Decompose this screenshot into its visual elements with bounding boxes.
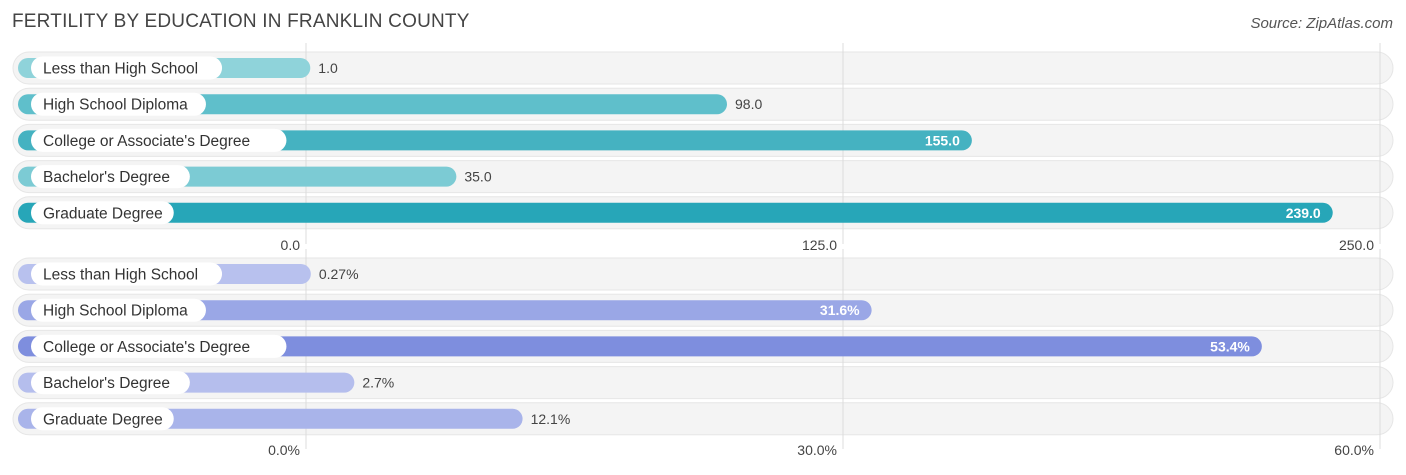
category-label: Less than High School xyxy=(43,61,198,78)
tick-label: 125.0 xyxy=(802,237,837,253)
category-label-pill xyxy=(31,371,190,395)
value-label: 0.27% xyxy=(319,266,359,282)
category-label-pill xyxy=(31,262,223,286)
category-label-pill xyxy=(31,56,223,80)
bar xyxy=(18,300,872,321)
category-label-pill xyxy=(31,334,287,358)
category-label: High School Diploma xyxy=(43,97,188,114)
value-label: 31.6% xyxy=(820,302,860,318)
chart-1: Less than High School 1.0 High School Dipl… xyxy=(12,43,1394,253)
category-label: Bachelor's Degree xyxy=(43,169,170,186)
category-label: Graduate Degree xyxy=(43,205,163,222)
category-label-pill xyxy=(31,407,174,431)
category-label: Graduate Degree xyxy=(43,411,163,428)
row-track xyxy=(12,51,1394,85)
value-label: 12.1% xyxy=(531,411,571,427)
chart-2: Less than High School 0.27% High School Di… xyxy=(12,249,1394,458)
category-label-pill xyxy=(31,128,287,152)
row-track xyxy=(12,366,1394,400)
category-label: Less than High School xyxy=(43,267,198,284)
value-label: 239.0 xyxy=(1286,205,1321,221)
category-label-pill xyxy=(31,165,190,189)
category-label: High School Diploma xyxy=(43,303,188,320)
category-label-pill xyxy=(31,201,174,225)
value-label: 2.7% xyxy=(362,375,394,391)
chart-source: Source: ZipAtlas.com xyxy=(1250,15,1393,32)
category-label: College or Associate's Degree xyxy=(43,133,250,150)
category-label: College or Associate's Degree xyxy=(43,339,250,356)
tick-label: 30.0% xyxy=(797,442,837,458)
bar xyxy=(18,336,1262,357)
tick-label: 0.0 xyxy=(281,237,301,253)
bar xyxy=(18,202,1333,223)
tick-label: 60.0% xyxy=(1334,442,1374,458)
category-label-pill xyxy=(31,298,206,322)
value-label: 35.0 xyxy=(464,169,491,185)
value-label: 1.0 xyxy=(318,60,338,76)
tick-label: 250.0 xyxy=(1339,237,1374,253)
value-label: 155.0 xyxy=(925,132,960,148)
value-label: 53.4% xyxy=(1210,338,1250,354)
row-track xyxy=(12,257,1394,291)
category-label-pill xyxy=(31,92,206,116)
tick-label: 0.0% xyxy=(268,442,300,458)
category-label: Bachelor's Degree xyxy=(43,375,170,392)
value-label: 98.0 xyxy=(735,96,762,112)
chart-title: FERTILITY BY EDUCATION IN FRANKLIN COUNT… xyxy=(12,11,470,32)
